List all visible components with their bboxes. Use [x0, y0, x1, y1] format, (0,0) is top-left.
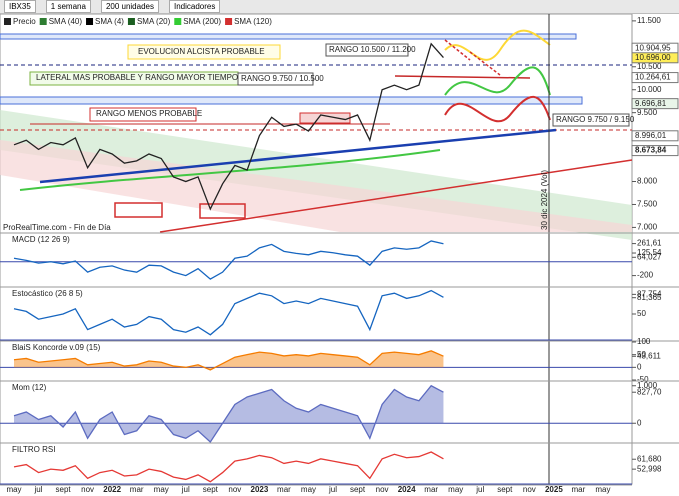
y-tick-label: 125,54: [637, 248, 662, 257]
legend-label: SMA (40): [49, 17, 83, 26]
y-tick-label: 261,61: [637, 239, 662, 248]
annotation: EVOLUCION ALCISTA PROBABLE: [138, 47, 265, 56]
period[interactable]: 1 semana: [45, 0, 91, 13]
x-tick-label: sept: [350, 485, 366, 494]
y-tick-label: 10.500: [637, 62, 662, 71]
annotation: RANGO 10.500 / 11.200: [329, 45, 416, 54]
x-tick-label: may: [301, 485, 316, 494]
chart: 11.500 10.500 10.000 9.500 8.000 7.500 7.000 ma…: [0, 14, 679, 494]
legend-swatch: [225, 18, 233, 25]
x-tick-label: mar: [424, 485, 438, 494]
series-line: [13, 42, 444, 211]
x-tick-label: jul: [34, 485, 43, 494]
x-tick-label: mar: [572, 485, 586, 494]
y-tick-label: 50: [637, 309, 646, 318]
toolbar: IBX35 1 semana 200 unidades Indicadores: [0, 0, 679, 14]
date-annotation: 30 dic 2024 (Vol): [540, 170, 549, 230]
price-tag-label: 8.996,01: [635, 131, 667, 140]
panel-title: MACD (12 26 9): [12, 235, 70, 244]
x-tick-label: 2024: [398, 485, 416, 494]
legend-swatch: [86, 18, 94, 25]
y-tick-label: 7.500: [637, 200, 658, 209]
indicators[interactable]: Indicadores: [168, 0, 221, 13]
legend-swatch: [39, 18, 47, 25]
x-tick-label: may: [595, 485, 610, 494]
x-tick-label: sept: [497, 485, 513, 494]
drawings: [0, 14, 633, 484]
y-tick-label: 7.000: [637, 223, 658, 232]
price-tag-label: 10.904,95: [635, 43, 671, 52]
legend-swatch: [127, 18, 135, 25]
x-tick-label: nov: [228, 485, 241, 494]
units[interactable]: 200 unidades: [100, 0, 159, 13]
legend-label: SMA (4): [95, 17, 124, 26]
x-tick-label: nov: [81, 485, 94, 494]
price-tag-label: 10.696,00: [635, 53, 671, 62]
panel-title: Mom (12): [12, 383, 47, 392]
y-tick-label: -50: [637, 375, 649, 384]
x-tick-label: sept: [56, 485, 72, 494]
y-tick-label: 10.000: [637, 85, 662, 94]
y-tick-label: 52,998: [637, 464, 662, 473]
y-tick-label: 0: [637, 418, 642, 427]
price-tag: [631, 72, 679, 84]
x-tick-label: 2025: [545, 485, 563, 494]
x-tick-label: may: [6, 485, 21, 494]
x-tick-label: 2022: [103, 485, 121, 494]
y-tick-label: 0: [637, 362, 642, 371]
y-tick-label: 81,365: [637, 293, 662, 302]
x-tick-label: mar: [277, 485, 291, 494]
legend-label: Precio: [13, 17, 36, 26]
legend-label: SMA (120): [234, 17, 272, 26]
y-tick-label: -200: [637, 271, 654, 280]
x-tick-label: nov: [376, 485, 389, 494]
legend-swatch: [174, 18, 182, 25]
symbol[interactable]: IBX35: [4, 0, 36, 13]
y-tick-label: 43,611: [637, 351, 661, 360]
y-tick-label: 827,70: [637, 387, 662, 396]
price-tag: [631, 98, 679, 110]
x-tick-label: 2023: [251, 485, 269, 494]
y-tick-label: 64,027: [637, 252, 662, 261]
x-tick-label: jul: [475, 485, 484, 494]
y-tick-label: 8.000: [637, 177, 658, 186]
source: ProRealTime.com - Fin de Día: [3, 223, 111, 232]
annotation: RANGO 9.750 / 9.150: [556, 115, 635, 124]
y-tick-label: 9.500: [637, 108, 658, 117]
annotation: RANGO MENOS PROBABLE: [96, 109, 202, 118]
panel-title: FILTRO RSI: [12, 445, 55, 454]
series-line: [13, 289, 444, 336]
price-tag: [631, 145, 679, 157]
x-tick-label: jul: [328, 485, 337, 494]
series-line: [13, 350, 444, 371]
x-tick-label: jul: [181, 485, 190, 494]
legend-label: SMA (20): [137, 17, 171, 26]
x-tick-label: may: [154, 485, 169, 494]
price-tag: [631, 130, 679, 142]
annotation: LATERAL MAS PROBABLE Y RANGO MAYOR TIEMP…: [36, 73, 238, 82]
series-line: [13, 240, 444, 280]
price-tag-label: 9.696,81: [635, 99, 667, 108]
x-tick-label: mar: [130, 485, 144, 494]
panel-title: Estocástico (26 8 5): [12, 289, 83, 298]
price-tag-label: 8.673,84: [635, 146, 667, 155]
y-tick-label: 11.500: [637, 16, 661, 25]
y-tick-label: 61,680: [637, 454, 662, 463]
x-tick-label: nov: [523, 485, 536, 494]
annotation: RANGO 9.750 / 10.500: [241, 74, 324, 83]
y-tick-label: 1.000: [637, 381, 658, 390]
series-line: [13, 384, 444, 443]
x-tick-label: may: [448, 485, 463, 494]
legend-label: SMA (200): [183, 17, 221, 26]
x-tick-label: sept: [203, 485, 219, 494]
series-line: [13, 451, 444, 483]
price-tag-label: 10.264,61: [635, 73, 671, 82]
panel-title: BlaiS Koncorde v.09 (15): [12, 343, 101, 352]
y-tick-label: 50: [637, 350, 646, 359]
y-tick-label: 87,754: [637, 289, 662, 298]
price-tag: [631, 52, 679, 64]
legend-swatch: [4, 18, 11, 25]
y-tick-label: 100: [637, 337, 651, 346]
